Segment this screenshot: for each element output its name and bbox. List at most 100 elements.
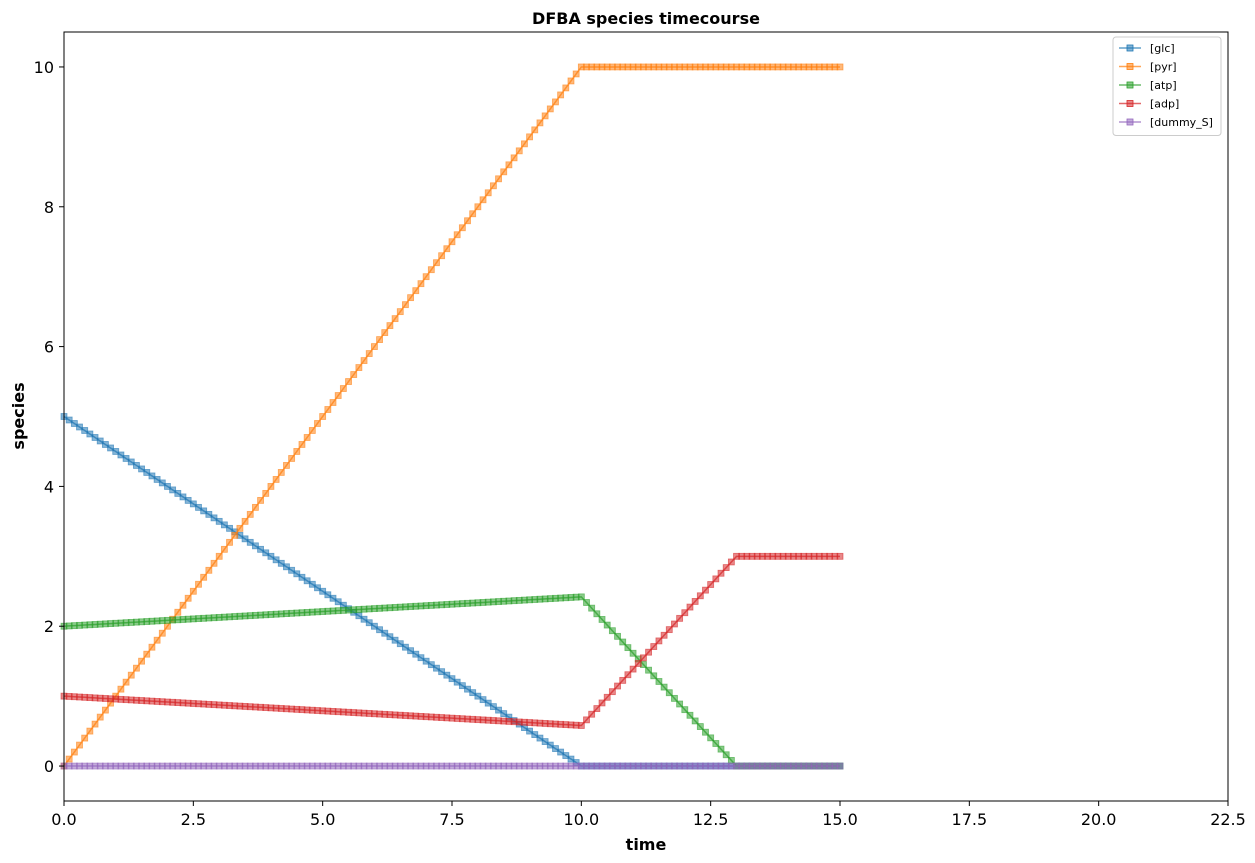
series-marker <box>495 706 502 714</box>
x-tick-label: 0.0 <box>51 810 76 829</box>
series-marker <box>458 682 466 690</box>
series-marker <box>101 706 109 714</box>
series-marker <box>117 685 125 693</box>
y-axis-label: species <box>9 382 28 449</box>
series-marker <box>169 486 177 494</box>
series-marker <box>660 631 668 639</box>
series-marker <box>303 577 311 585</box>
series-marker <box>143 650 151 658</box>
series-marker <box>676 614 684 622</box>
series-marker <box>65 416 73 424</box>
series-marker <box>246 538 254 546</box>
series-marker <box>360 615 368 623</box>
series-marker <box>727 558 735 566</box>
series-marker <box>133 664 140 672</box>
series-marker <box>500 168 508 176</box>
series-marker <box>474 692 482 700</box>
series-marker <box>433 259 440 267</box>
series-marker <box>210 559 218 567</box>
series-marker <box>696 723 704 730</box>
series-marker <box>686 603 694 611</box>
series-marker <box>396 308 404 316</box>
x-tick-label: 20.0 <box>1081 810 1117 829</box>
x-tick-label: 2.5 <box>181 810 206 829</box>
series-marker <box>546 105 554 113</box>
series-marker <box>407 647 415 655</box>
series-marker <box>334 598 342 606</box>
series-marker <box>448 675 456 683</box>
series-marker <box>707 581 715 588</box>
legend-label: [atp] <box>1150 79 1177 92</box>
series-marker <box>536 119 544 127</box>
legend-label: [adp] <box>1150 98 1179 111</box>
series-marker <box>660 683 668 691</box>
series-marker <box>624 644 632 652</box>
legend-label: [dummy_S] <box>1150 116 1213 129</box>
series-marker <box>521 140 528 148</box>
series-marker <box>308 427 316 434</box>
series-marker <box>412 650 420 658</box>
series-marker <box>288 455 296 462</box>
series-marker <box>572 70 580 78</box>
series-marker <box>407 294 415 302</box>
series-marker <box>515 147 523 155</box>
series-marker <box>681 706 689 714</box>
x-tick-label: 7.5 <box>439 810 464 829</box>
series-marker <box>691 717 699 725</box>
series-layer <box>60 63 844 770</box>
legend-item: [atp] <box>1119 79 1177 92</box>
series-marker <box>81 427 89 434</box>
series-marker <box>241 517 249 525</box>
legend-marker <box>1126 118 1134 126</box>
series-marker <box>453 231 461 239</box>
series-marker <box>153 636 161 644</box>
series-marker <box>164 622 171 630</box>
series-marker <box>65 755 73 763</box>
series-marker <box>345 378 352 385</box>
series-marker <box>267 552 275 560</box>
series-marker <box>696 592 704 600</box>
legend-marker <box>1126 81 1134 89</box>
series-marker <box>417 654 425 662</box>
series-marker <box>205 566 213 574</box>
series-marker <box>81 734 89 742</box>
series-marker <box>386 322 394 330</box>
series-marker <box>588 710 596 718</box>
series-marker <box>536 734 544 742</box>
series-marker <box>422 657 430 665</box>
y-tick-label: 10 <box>34 58 54 77</box>
series-marker <box>293 570 301 578</box>
series-marker <box>195 580 202 588</box>
series-marker <box>619 676 627 684</box>
series-marker <box>484 189 492 197</box>
series-marker <box>339 385 347 392</box>
series-marker <box>215 552 223 560</box>
series-marker <box>510 154 518 162</box>
series-marker <box>717 569 725 577</box>
series-marker <box>469 689 477 697</box>
series-pyr <box>60 63 844 770</box>
series-marker <box>541 738 549 745</box>
series-marker <box>174 489 182 497</box>
series-marker <box>593 610 601 618</box>
series-marker <box>267 483 275 490</box>
series-marker <box>464 217 471 225</box>
series-marker <box>283 563 290 571</box>
series-adp <box>60 552 844 729</box>
series-marker <box>427 661 435 669</box>
series-marker <box>138 465 146 473</box>
series-marker <box>712 740 720 747</box>
series-marker <box>526 727 533 735</box>
series-marker <box>722 564 730 571</box>
series-marker <box>184 594 192 602</box>
series-marker <box>531 731 539 738</box>
series-marker <box>226 538 233 546</box>
series-marker <box>567 77 575 85</box>
series-marker <box>376 336 383 344</box>
series-marker <box>164 483 171 490</box>
series-marker <box>220 521 228 529</box>
series-marker <box>598 616 606 623</box>
series-marker <box>691 598 699 605</box>
series-marker <box>355 364 363 371</box>
series-marker <box>722 751 730 759</box>
